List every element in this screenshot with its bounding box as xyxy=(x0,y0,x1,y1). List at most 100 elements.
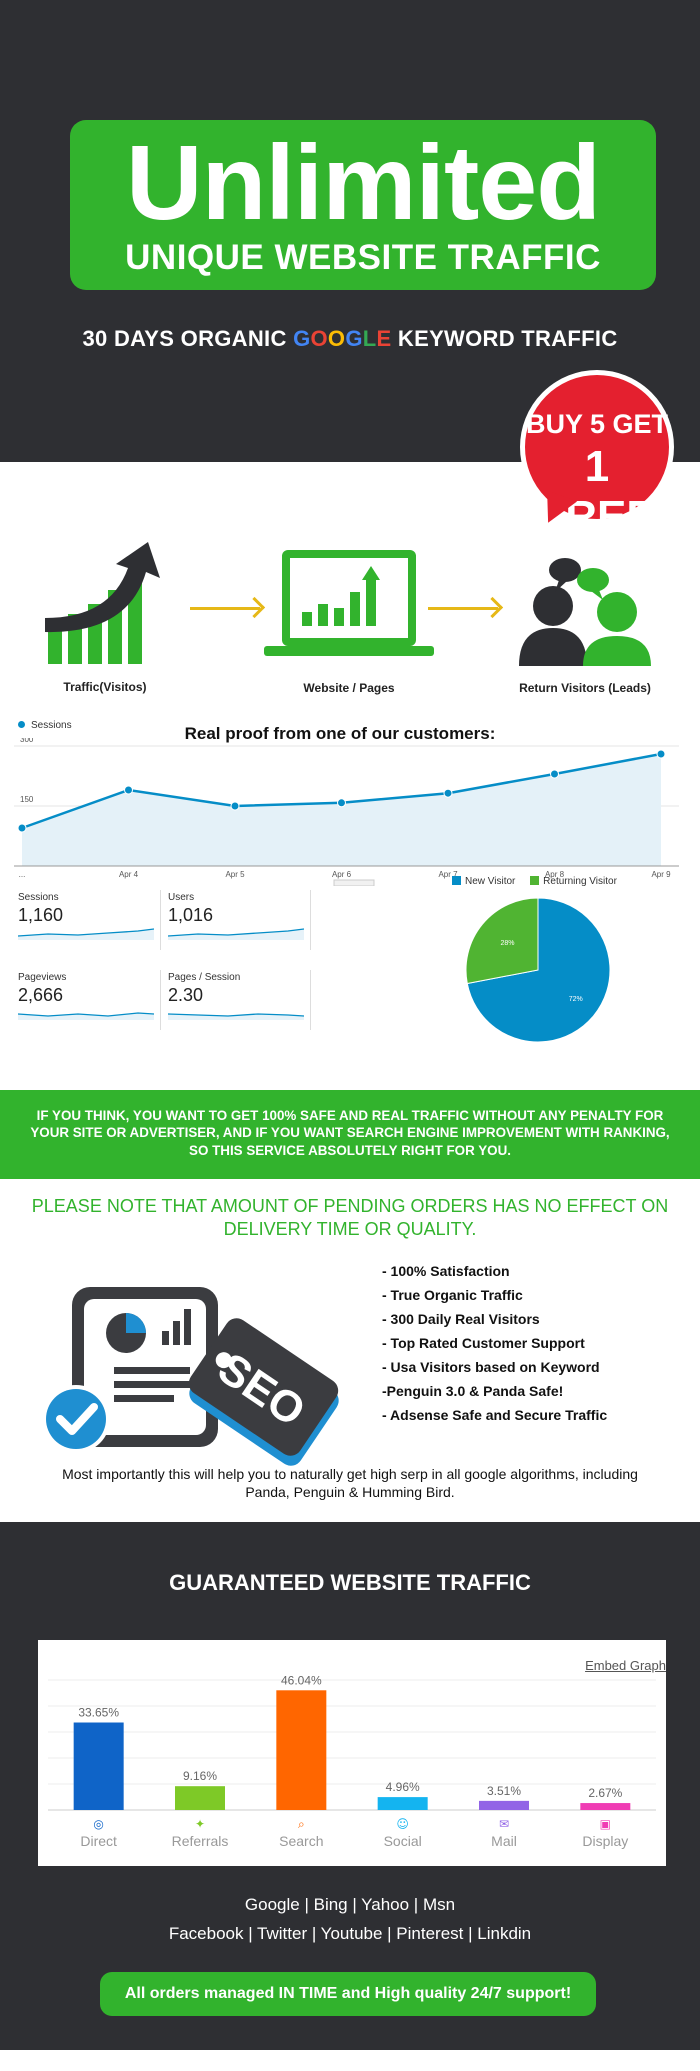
stat-value: 1,160 xyxy=(18,905,64,925)
return-visitors-icon xyxy=(519,558,651,666)
hero-section: Unlimited UNIQUE WEBSITE TRAFFIC 30 DAYS… xyxy=(0,0,700,541)
return-step: Return Visitors (Leads) xyxy=(505,550,665,695)
pie-label-new: 72% xyxy=(569,996,583,1003)
y-tick-label: 150 xyxy=(20,795,34,804)
stat-label: Sessions xyxy=(18,892,59,903)
guaranteed-title: GUARANTEED WEBSITE TRAFFIC xyxy=(169,1570,531,1595)
google-letter: G xyxy=(293,326,311,351)
sparkline xyxy=(17,1012,155,1020)
engines-line2: Facebook | Twitter | Youtube | Pinterest… xyxy=(168,1924,532,1943)
stat-pageviews: Pageviews 2,666 xyxy=(17,972,158,1030)
data-point xyxy=(550,769,559,779)
stat-divider xyxy=(160,970,161,1030)
hero-tagline: 30 DAYS ORGANIC GOOGLE KEYWORD TRAFFIC xyxy=(0,326,700,352)
sessions-line-chart: 300 150... Apr 4 Apr 5 Apr 6 Apr 7 Apr 8 Apr 9 xyxy=(14,738,684,886)
sessions-area xyxy=(22,754,661,866)
data-point xyxy=(443,788,453,798)
search-engines: Google | Bing | Yahoo | Msn Facebook | T… xyxy=(0,1890,700,1948)
stat-pages-session: Pages / Session 2.30 xyxy=(167,972,308,1030)
traffic-bar-chart: 33.65% ◎ Direct 9.16% ✦ Referrals 46.04% ⌕ Searc… xyxy=(48,1673,656,1849)
legend-returning-visitor: Returning Visitor xyxy=(530,876,617,887)
y-tick-label: 300 xyxy=(20,738,34,744)
search-icon: ⌕ xyxy=(298,1817,305,1831)
support-badge: All orders managed IN TIME and High qual… xyxy=(100,1972,596,2016)
category-label: Social xyxy=(384,1833,422,1849)
data-point xyxy=(337,798,346,808)
data-point xyxy=(656,749,666,759)
pie-legend: New Visitor Returning Visitor xyxy=(452,876,629,887)
category-label: Search xyxy=(279,1833,323,1849)
x-tick-label: Apr 6 xyxy=(332,870,352,879)
google-letter: O xyxy=(327,326,346,351)
bar-mail xyxy=(479,1800,529,1810)
hero-subtitle: UNIQUE WEBSITE TRAFFIC xyxy=(125,238,601,277)
pie-label-returning: 28% xyxy=(500,940,514,947)
bar-search xyxy=(276,1690,327,1810)
proof-title: Real proof from one of our customers: xyxy=(184,724,496,743)
sparkline xyxy=(167,1013,305,1020)
traffic-source-chart: Embed Graph 33.65% ◎ Direct 9.16% ✦ Referrals… xyxy=(38,1640,666,1866)
closing-statement: Most importantly this will help you to n… xyxy=(62,1466,638,1501)
x-tick-label: Apr 5 xyxy=(225,870,245,879)
stat-label: Pageviews xyxy=(18,972,67,983)
stat-value: 2.30 xyxy=(168,985,204,1005)
bar-value-label: 3.51% xyxy=(487,1784,521,1798)
feature-item: - True Organic Traffic xyxy=(382,1287,523,1303)
category-label: Referrals xyxy=(172,1833,229,1849)
google-letter: O xyxy=(310,326,328,351)
arrow-right-icon xyxy=(190,607,260,610)
category-label: Mail xyxy=(491,1833,517,1849)
x-tick-label: Apr 7 xyxy=(438,870,458,879)
safe-traffic-banner: IF YOU THINK, YOU WANT TO GET 100% SAFE … xyxy=(0,1090,700,1179)
arrow-right-icon xyxy=(428,607,498,610)
bar-display xyxy=(580,1803,631,1810)
feature-item: -Penguin 3.0 & Panda Safe! xyxy=(382,1383,564,1399)
feature-item: - 300 Daily Real Visitors xyxy=(382,1311,540,1327)
bar-referrals xyxy=(175,1786,225,1810)
data-point xyxy=(17,823,27,833)
feature-item: - 100% Satisfaction xyxy=(382,1263,510,1279)
stat-divider xyxy=(310,890,311,950)
bar-value-label: 33.65% xyxy=(78,1706,119,1720)
stat-sessions: Sessions 1,160 xyxy=(17,892,158,950)
traffic-flow: Traffic(Visitos) Website / Pages Re xyxy=(0,462,700,712)
stat-label: Users xyxy=(168,892,195,903)
feature-list: - 100% Satisfaction - True Organic Traff… xyxy=(382,1263,607,1431)
growth-chart-icon xyxy=(45,542,160,664)
stat-divider xyxy=(160,890,161,950)
bar-social xyxy=(377,1797,428,1810)
legend-new-visitor: New Visitor xyxy=(452,876,515,887)
mail-icon: ✉ xyxy=(499,1817,509,1831)
social-icon: ☺ xyxy=(396,1817,409,1831)
promo-line1: BUY 5 GET xyxy=(525,409,669,439)
stat-value: 2,666 xyxy=(18,985,64,1005)
pie-slice-new xyxy=(466,897,611,1043)
engines-line1: Google | Bing | Yahoo | Msn xyxy=(244,1895,456,1914)
data-point xyxy=(124,785,133,795)
stat-value: 1,016 xyxy=(168,905,214,925)
stat-users: Users 1,016 xyxy=(167,892,308,950)
x-tick-label: Apr 8 xyxy=(545,870,565,879)
pending-orders-notice: PLEASE NOTE THAT AMOUNT OF PENDING ORDER… xyxy=(31,1196,669,1240)
hero-banner: Unlimited UNIQUE WEBSITE TRAFFIC xyxy=(70,120,656,290)
category-label: Direct xyxy=(80,1833,117,1849)
category-label: Display xyxy=(582,1833,628,1849)
direct-icon: ◎ xyxy=(93,1817,103,1831)
bar-value-label: 4.96% xyxy=(386,1780,420,1794)
google-letter: G xyxy=(345,326,363,351)
x-tick-label: ... xyxy=(19,870,26,879)
feature-item: - Top Rated Customer Support xyxy=(382,1335,585,1351)
google-letter: E xyxy=(376,326,392,351)
sparkline xyxy=(17,928,155,940)
hero-title: Unlimited xyxy=(126,124,601,242)
bar-direct xyxy=(73,1722,124,1810)
embed-graph-link[interactable]: Embed Graph xyxy=(585,1658,666,1673)
sparkline xyxy=(167,928,305,940)
feature-item: - Usa Visitors based on Keyword xyxy=(382,1359,600,1375)
display-icon: ▣ xyxy=(600,1817,611,1831)
promo-line2: 1 FREE xyxy=(538,442,656,541)
guaranteed-section: GUARANTEED WEBSITE TRAFFIC Embed Graph 3… xyxy=(0,1522,700,2050)
tagline-suffix: KEYWORD TRAFFIC xyxy=(391,326,618,351)
sessions-legend: Sessions xyxy=(18,720,72,731)
google-letter: L xyxy=(362,326,377,351)
